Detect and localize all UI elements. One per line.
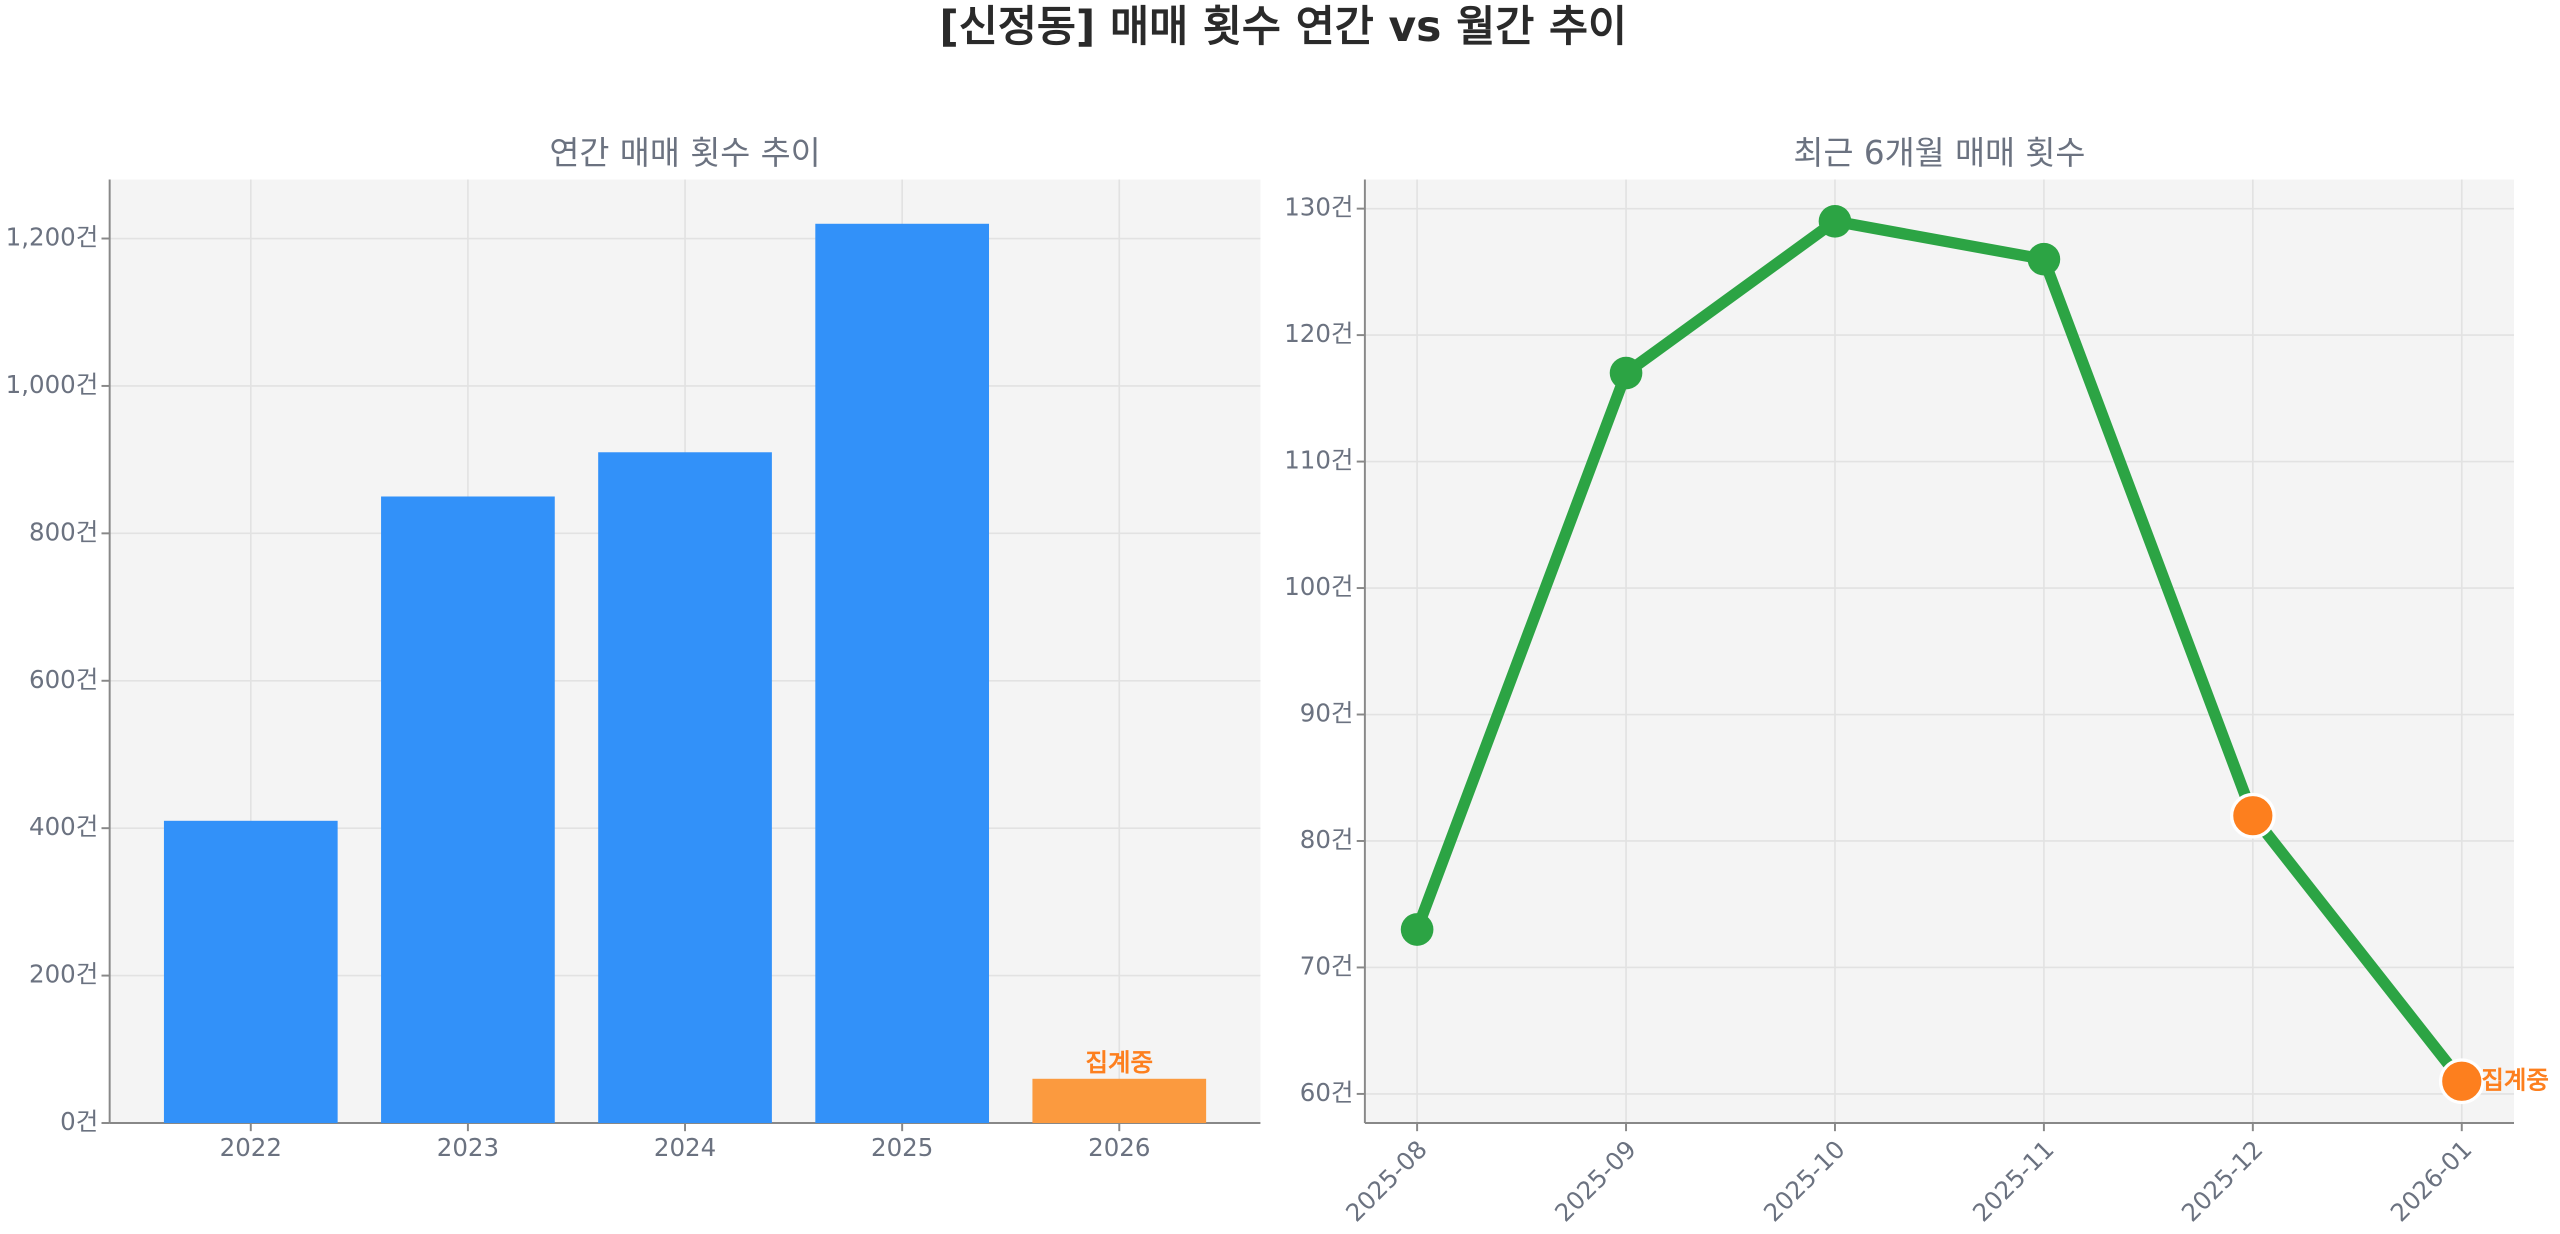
x-tick-label: 2025	[871, 1133, 933, 1162]
y-tick-label: 110건	[1284, 446, 1353, 475]
y-tick-label: 1,200건	[6, 223, 99, 252]
y-tick-label: 70건	[1300, 951, 1354, 980]
y-tick-label: 800건	[29, 517, 98, 546]
annotation: 집계중	[1086, 1048, 1154, 1077]
bar	[381, 496, 555, 1124]
marker	[1818, 204, 1852, 238]
marker	[1400, 913, 1434, 946]
x-tick-label: 2023	[437, 1133, 499, 1162]
plot-background	[1364, 179, 2514, 1124]
marker	[2438, 1058, 2485, 1105]
marker	[2027, 242, 2061, 276]
x-tick-label: 2025-08	[1340, 1135, 1433, 1228]
bar	[598, 452, 772, 1124]
x-tick-label: 2025-11	[1967, 1135, 2060, 1228]
y-tick-label: 0건	[60, 1107, 98, 1136]
bar	[815, 223, 990, 1124]
x-tick-label: 2022	[220, 1133, 282, 1162]
y-tick-label: 400건	[29, 812, 98, 841]
x-tick-label: 2025-09	[1549, 1135, 1642, 1228]
y-tick-label: 600건	[29, 665, 98, 694]
x-tick-label: 2025-12	[2176, 1135, 2269, 1228]
page-title: [신정동] 매매 횟수 연간 vs 월간 추이	[939, 3, 1627, 52]
y-tick-label: 90건	[1300, 699, 1354, 728]
y-tick-label: 80건	[1300, 825, 1354, 854]
marker	[2229, 792, 2276, 839]
annotation: 집계중	[2481, 1065, 2549, 1094]
y-tick-label: 130건	[1284, 193, 1353, 222]
y-tick-label: 200건	[29, 960, 98, 989]
x-tick-label: 2026-01	[2385, 1135, 2478, 1228]
x-tick-label: 2024	[654, 1133, 716, 1162]
line	[1411, 215, 2467, 1085]
x-tick-label: 2025-10	[1758, 1135, 1851, 1228]
y-tick-label: 100건	[1284, 572, 1353, 601]
y-tick-label: 1,000건	[6, 370, 99, 399]
y-tick-label: 120건	[1284, 319, 1353, 348]
y-tick-label: 60건	[1300, 1078, 1354, 1107]
chart-title: 최근 6개월 매매 횟수	[1793, 134, 2085, 172]
x-tick-label: 2026	[1088, 1133, 1150, 1162]
marker	[1609, 356, 1643, 390]
bar	[163, 820, 338, 1124]
bar	[1032, 1078, 1207, 1124]
chart-title: 연간 매매 횟수 추이	[549, 134, 820, 172]
